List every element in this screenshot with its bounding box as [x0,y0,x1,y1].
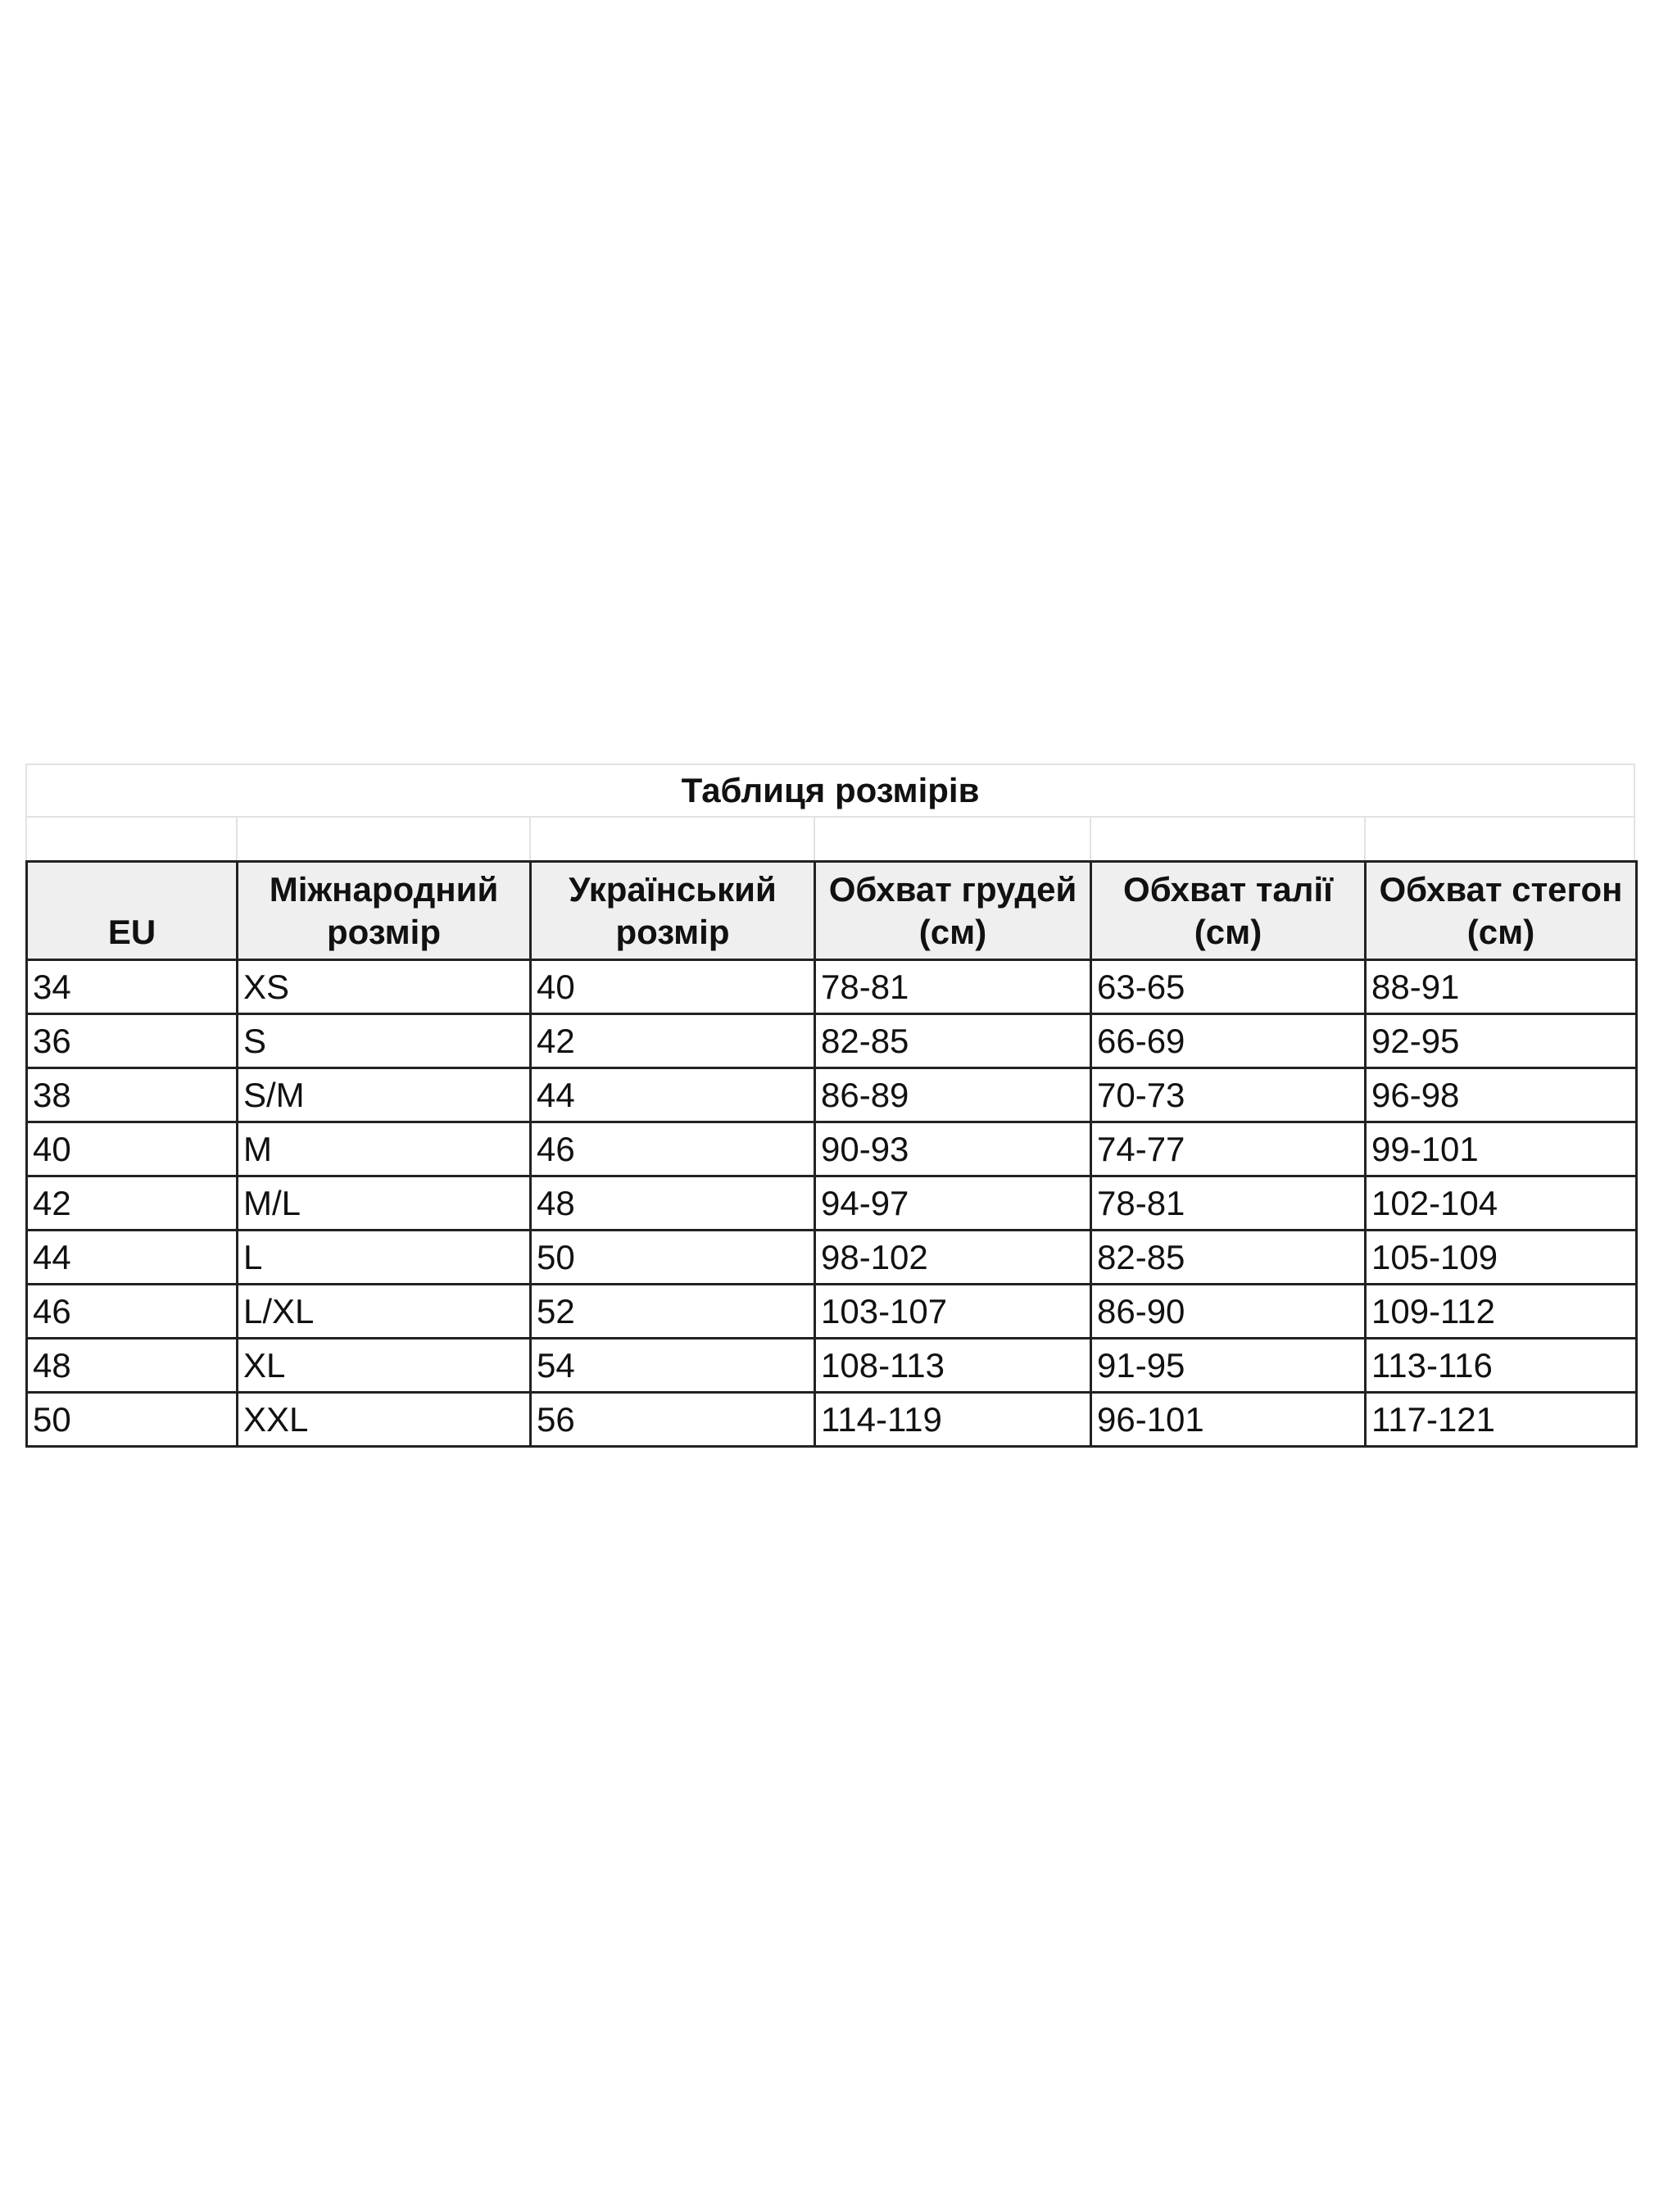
table-cell: 105-109 [1364,1229,1638,1285]
table-cell: 34 [25,959,238,1015]
table-row: 34 XS 40 78-81 63-65 88-91 [25,959,1638,1015]
table-cell: 42 [25,1175,238,1231]
table-cell: L [236,1229,532,1285]
table-cell: 92-95 [1364,1013,1638,1069]
table-cell: M [236,1121,532,1177]
table-cell: 56 [529,1391,816,1448]
table-cell: 99-101 [1364,1121,1638,1177]
table-cell: 74-77 [1090,1121,1367,1177]
empty-cell [1364,818,1635,860]
table-cell: 70-73 [1090,1067,1367,1123]
table-cell: 44 [529,1067,816,1123]
table-row: 46 L/XL 52 103-107 86-90 109-112 [25,1283,1638,1339]
table-cell: 82-85 [814,1013,1092,1069]
table-cell: 103-107 [814,1283,1092,1339]
table-row: 48 XL 54 108-113 91-95 113-116 [25,1337,1638,1394]
table-cell: 50 [25,1391,238,1448]
table-cell: 78-81 [814,959,1092,1015]
table-cell: 52 [529,1283,816,1339]
header-row: EU Міжнародний розмір Український розмір Об… [25,860,1638,961]
table-cell: 114-119 [814,1391,1092,1448]
table-cell: 96-98 [1364,1067,1638,1123]
table-cell: 102-104 [1364,1175,1638,1231]
table-cell: 82-85 [1090,1229,1367,1285]
column-header: Український розмір [529,860,816,961]
column-header: Обхват стегон (см) [1364,860,1638,961]
table-cell: 90-93 [814,1121,1092,1177]
table-cell: 40 [25,1121,238,1177]
size-table: EU Міжнародний розмір Український розмір Об… [25,860,1638,1448]
table-row: 36 S 42 82-85 66-69 92-95 [25,1013,1638,1069]
empty-row [25,816,1635,860]
table-cell: XL [236,1337,532,1394]
empty-cell [236,818,529,860]
empty-cell [814,818,1090,860]
table-cell: 38 [25,1067,238,1123]
table-cell: 48 [529,1175,816,1231]
table-cell: 46 [529,1121,816,1177]
table-cell: 86-90 [1090,1283,1367,1339]
column-header: EU [25,860,238,961]
empty-cell [25,818,236,860]
table-cell: M/L [236,1175,532,1231]
table-cell: 40 [529,959,816,1015]
table-cell: S [236,1013,532,1069]
table-cell: 98-102 [814,1229,1092,1285]
table-cell: 109-112 [1364,1283,1638,1339]
table-cell: 117-121 [1364,1391,1638,1448]
table-row: 38 S/M 44 86-89 70-73 96-98 [25,1067,1638,1123]
table-cell: 54 [529,1337,816,1394]
table-cell: 48 [25,1337,238,1394]
table-cell: 88-91 [1364,959,1638,1015]
empty-cell [529,818,814,860]
table-cell: XXL [236,1391,532,1448]
column-header: Обхват талії (см) [1090,860,1367,961]
table-cell: S/M [236,1067,532,1123]
column-header: Обхват грудей (см) [814,860,1092,961]
table-cell: 36 [25,1013,238,1069]
table-cell: 86-89 [814,1067,1092,1123]
table-cell: 78-81 [1090,1175,1367,1231]
table-cell: 63-65 [1090,959,1367,1015]
table-row: 50 XXL 56 114-119 96-101 117-121 [25,1391,1638,1448]
table-row: 42 M/L 48 94-97 78-81 102-104 [25,1175,1638,1231]
size-chart: Таблиця розмірів EU Міжнародний розмір Укр… [25,764,1638,1448]
size-chart-title: Таблиця розмірів [25,764,1635,816]
table-cell: 108-113 [814,1337,1092,1394]
table-row: 44 L 50 98-102 82-85 105-109 [25,1229,1638,1285]
table-cell: L/XL [236,1283,532,1339]
table-row: 40 M 46 90-93 74-77 99-101 [25,1121,1638,1177]
table-cell: 91-95 [1090,1337,1367,1394]
empty-cell [1090,818,1364,860]
table-cell: 113-116 [1364,1337,1638,1394]
table-cell: 44 [25,1229,238,1285]
table-cell: 42 [529,1013,816,1069]
table-cell: XS [236,959,532,1015]
column-header: Міжнародний розмір [236,860,532,961]
table-cell: 66-69 [1090,1013,1367,1069]
table-cell: 50 [529,1229,816,1285]
table-cell: 94-97 [814,1175,1092,1231]
table-cell: 96-101 [1090,1391,1367,1448]
table-cell: 46 [25,1283,238,1339]
